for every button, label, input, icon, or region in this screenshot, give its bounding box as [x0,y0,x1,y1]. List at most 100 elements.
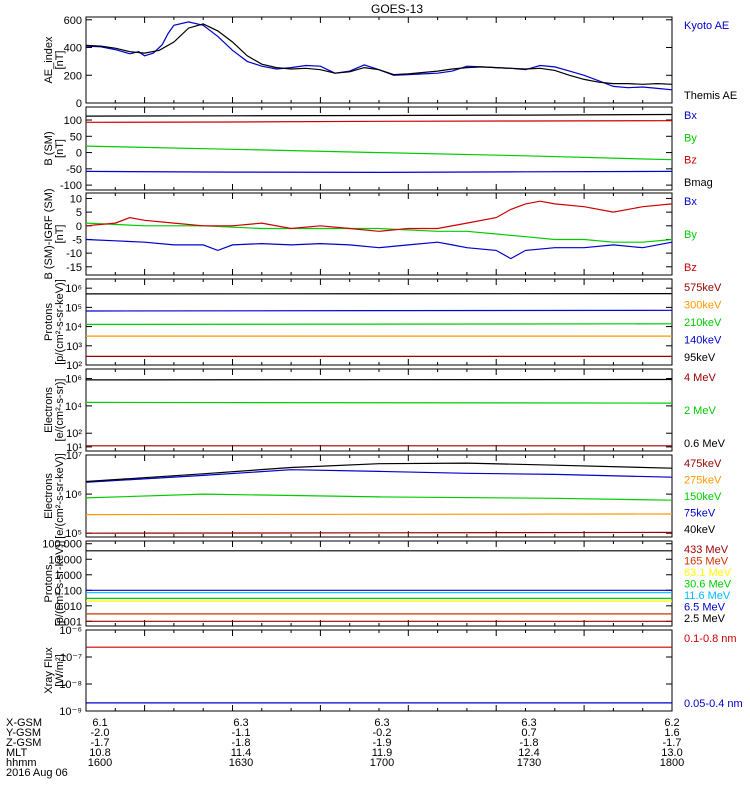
x-axis-value: 6.3 [233,717,248,729]
y-axis-label-line: B (SM)-IGRF (SM) [43,188,55,279]
y-tick-label: 0 [76,148,82,160]
y-tick-label: -100 [60,180,82,192]
y-tick-label: 50 [70,131,82,143]
y-tick-label: 400 [64,43,82,55]
y-axis-label: Xray Flux[W/m²] [43,647,66,694]
x-axis-value: 1700 [370,757,394,769]
y-tick-label: 10⁻⁶ [59,625,82,637]
panel-frame [85,629,673,712]
y-axis-label: B (SM)[nT] [43,131,66,165]
legend-entry: 275keV [684,475,722,487]
x-axis-value: 11.9 [372,747,393,759]
y-axis-label: B (SM)-IGRF (SM)[nT] [43,188,66,279]
y-axis-label: AE_index[nT] [43,36,66,84]
panel-frame [85,16,673,104]
legend-entry: 95keV [684,352,716,364]
x-axis-value: -1.9 [373,737,392,749]
panel-frame [85,368,673,452]
y-tick-label: 10⁻⁷ [60,652,82,664]
y-axis-label-line: [nT] [54,51,66,70]
x-axis-value: -1.7 [663,737,682,749]
panel-3: -15 -10 -50 5 10 B (SM)-IGRF (SM)[nT] Bx By Bz [43,188,697,279]
y-axis-label-line: Protons [43,303,55,341]
y-tick-label: 0.100 [54,585,82,597]
series-line-bx [85,238,673,260]
legend-entry: 433 MeV [684,544,729,556]
legend-entry: By [684,229,697,241]
x-axis-row-label: X-GSM [6,717,42,729]
y-tick-label: 100.000 [42,539,82,551]
plot-title: GOES-13 [371,2,423,16]
legend-entry: 40keV [684,524,716,536]
y-tick-label: 10⁻⁸ [59,679,82,691]
legend-entry: 0.6 MeV [684,438,726,450]
x-axis-value: 1.6 [664,727,679,739]
legend-entry: 0.05-0.4 nm [684,698,743,710]
y-tick-label: -10 [66,248,82,260]
x-axis-value: 11.4 [231,747,252,759]
legend-entry: Bmag [684,177,713,189]
y-axis-label-line: Electrons [43,473,55,519]
date-label: 2016 Aug 06 [6,767,68,779]
legend-entry: 6.5 MeV [684,602,726,614]
x-axis-value: -1.1 [232,727,251,739]
x-axis-value: 6.1 [92,717,107,729]
series-line-475kev [85,531,673,534]
y-tick-label: 10⁵ [65,302,82,314]
y-axis-label: Protons[p/(cm²-s-sr-keV)] [43,279,66,365]
y-tick-label: 10² [66,428,82,440]
legend-entry: 2.5 MeV [684,613,726,625]
series-line-75kev [85,469,673,483]
legend-entry: 2 MeV [684,405,716,417]
x-axis-value: -1.8 [232,737,251,749]
legend-entry: 11.6 MeV [684,590,731,602]
y-axis-label-line: Protons [43,564,55,602]
series-line-275kev [85,513,673,516]
x-axis-value: 6.3 [521,717,536,729]
legend-entry: 63.1 MeV [684,567,732,579]
series-line-by [85,145,673,161]
y-axis-label-line: [nT] [54,225,66,244]
y-axis-label-line: B (SM) [43,131,55,165]
y-tick-label: -15 [66,262,82,274]
panel-frame [85,454,673,538]
y-tick-label: 10⁶ [65,283,82,295]
series-line-kyoto-ae [85,21,673,91]
series-line-210kev [85,323,673,325]
y-tick-label: -5 [72,234,82,246]
x-axis-value: 12.4 [518,747,539,759]
x-axis-value: 6.3 [374,717,389,729]
y-tick-label: 10⁷ [66,450,82,462]
y-tick-label: 5 [76,207,82,219]
panel-frame [85,540,673,627]
x-axis-value: -1.7 [91,737,110,749]
y-tick-label: 10¹ [66,442,82,454]
panel-frame [85,278,673,366]
series-line-bz [85,200,673,232]
legend-entry: Bx [684,110,697,122]
x-axis-value: 1600 [88,757,112,769]
x-axis-row-label: hhmm [6,757,37,769]
legend-entry: 140keV [684,335,722,347]
legend-entry: 210keV [684,317,722,329]
series-line-150kev [85,493,673,501]
legend-entry: 475keV [684,458,722,470]
x-axis-value: 0.7 [521,727,536,739]
y-tick-label: 10³ [66,341,82,353]
y-tick-label: 10⁴ [65,322,82,334]
y-tick-label: 0.001 [54,616,82,628]
y-axis-label-line: [p/(cm²-s-sr-keV)] [54,541,66,627]
legend-entry: Themis AE [684,90,737,102]
panel-7: 0.0010.0100.1001.00010.000100.000Protons… [42,539,732,629]
panel-frame [85,192,673,276]
x-axis-row-label: MLT [6,747,27,759]
legend-entry: 575keV [684,282,722,294]
series-line-by [85,222,673,243]
legend-entry: Bz [684,262,697,274]
x-axis-value: 6.2 [664,717,679,729]
y-axis-label-line: [e/(cm²-s-sr)] [54,379,66,442]
y-axis-label-line: [W/m²] [54,654,66,686]
x-axis-row-label: Z-GSM [6,737,41,749]
panel-8: 10⁻⁹ 10⁻⁸ 10⁻⁷ 10⁻⁶ Xray Flux[W/m²] 0.1-0.8 n… [43,625,743,718]
